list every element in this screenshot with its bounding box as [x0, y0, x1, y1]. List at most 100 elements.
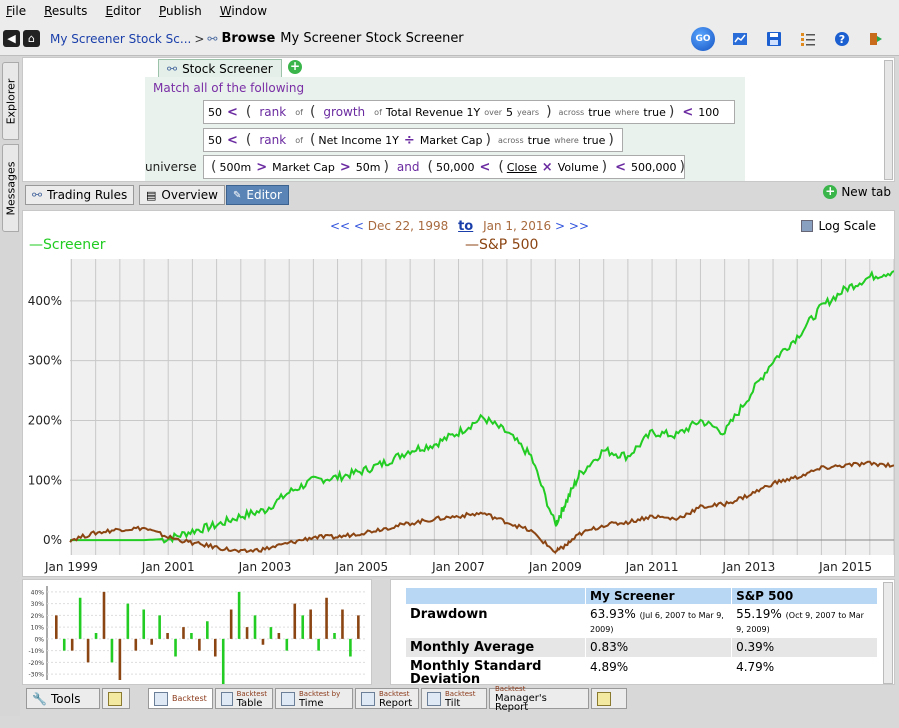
menu-editor[interactable]: Editor: [105, 4, 141, 18]
start-date[interactable]: Dec 22, 1998: [367, 219, 449, 233]
rule-value[interactable]: true: [643, 105, 666, 119]
function-growth[interactable]: growth: [323, 105, 366, 119]
end-date[interactable]: Jan 1, 2016: [483, 219, 552, 233]
tab-editor[interactable]: ✎ Editor: [226, 185, 289, 205]
go-button[interactable]: GO: [691, 27, 715, 51]
log-scale-checkbox[interactable]: [801, 220, 814, 232]
log-scale-label: Log Scale: [818, 219, 876, 233]
stock-screener-tab[interactable]: ⚯ Stock Screener: [158, 59, 282, 77]
tab-backtest-table[interactable]: Backtest Table: [215, 688, 273, 709]
menu-results[interactable]: Results: [44, 4, 88, 18]
tab-ledger[interactable]: [102, 688, 130, 709]
bar: [198, 638, 201, 651]
bar-y-tick-label: -10%: [28, 648, 44, 655]
bar: [333, 633, 336, 639]
tab-managers-report[interactable]: Backtest Manager's Report: [489, 685, 589, 713]
rule-value[interactable]: true: [588, 105, 611, 119]
field-name[interactable]: Total Revenue 1Y: [385, 105, 481, 119]
row-value: 0.83%: [584, 637, 733, 658]
rule-value[interactable]: true: [527, 133, 551, 147]
messages-tab[interactable]: Messages: [2, 144, 19, 232]
keyword: across: [498, 135, 524, 145]
keyword: across: [558, 107, 585, 117]
paren: ): [601, 159, 608, 175]
exit-icon[interactable]: [867, 30, 885, 48]
field-close[interactable]: Close: [506, 160, 537, 174]
paren: (: [245, 132, 252, 148]
next-period-link[interactable]: >: [555, 219, 566, 233]
list-icon[interactable]: [799, 30, 817, 48]
x-tick-label: Jan 2011: [625, 560, 679, 574]
explorer-tab[interactable]: Explorer: [2, 62, 19, 140]
breadcrumb[interactable]: My Screener Stock Sc...: [50, 31, 192, 46]
rule-2[interactable]: 50 < ( rank of ( Net Income 1Y ÷ Market …: [203, 128, 623, 152]
rule-value[interactable]: 100: [698, 105, 720, 119]
x-tick-label: Jan 2013: [721, 560, 775, 574]
tab-trading-rules[interactable]: ⚯ Trading Rules: [25, 185, 135, 205]
menu-window[interactable]: Window: [219, 4, 268, 18]
rule-value[interactable]: true: [582, 133, 606, 147]
back-arrow-icon[interactable]: ◀: [3, 30, 20, 47]
home-icon[interactable]: ⌂: [23, 30, 40, 47]
to-link[interactable]: to: [458, 219, 474, 234]
rule-value[interactable]: 50: [208, 105, 222, 119]
function-rank[interactable]: rank: [259, 133, 287, 147]
rule-value[interactable]: 500,000: [631, 160, 677, 174]
rule-value[interactable]: 50m: [355, 160, 381, 174]
field-name[interactable]: Net Income 1Y: [318, 133, 399, 147]
new-tab-button[interactable]: + New tab: [823, 185, 891, 199]
rule-value[interactable]: 5: [506, 105, 514, 119]
stock-screener-tab-label: Stock Screener: [182, 61, 273, 76]
last-period-link[interactable]: >>: [568, 219, 590, 233]
field-name[interactable]: Market Cap: [272, 160, 335, 174]
keyword: where: [614, 107, 640, 117]
stats-scrollbar[interactable]: [883, 582, 893, 684]
first-period-link[interactable]: <<: [329, 219, 351, 233]
function-rank[interactable]: rank: [259, 105, 287, 119]
menu-file[interactable]: File: [6, 4, 27, 18]
paren: (: [309, 104, 316, 120]
add-tab-icon[interactable]: +: [288, 59, 302, 74]
rule-1[interactable]: 50 < ( rank of ( growth of Total Revenue…: [203, 100, 735, 124]
operator: ÷: [403, 132, 415, 148]
stats-header-screener: My Screener: [584, 587, 733, 605]
bottom-tabs: 🔧 Tools Backtest Backtest Table Backtest …: [22, 685, 899, 713]
overview-icon: ▤: [146, 188, 157, 202]
tab-backtest[interactable]: Backtest: [148, 688, 213, 709]
log-scale-toggle[interactable]: Log Scale: [801, 219, 876, 233]
field-name[interactable]: Market Cap: [419, 133, 483, 147]
match-mode[interactable]: Match all of the following: [153, 81, 305, 95]
paren: (: [427, 159, 433, 175]
keyword: over: [484, 107, 503, 117]
row-value: 4.89%: [584, 657, 733, 684]
editor-scrollbar[interactable]: [884, 60, 893, 180]
stats-header-row: My Screener S&P 500: [405, 587, 878, 605]
tab-backtest-tilt[interactable]: Backtest Tilt: [421, 688, 487, 709]
bar: [253, 615, 257, 639]
rule-value[interactable]: 50: [208, 133, 222, 147]
save-icon[interactable]: [765, 30, 783, 48]
paren: ): [485, 132, 491, 148]
pencil-icon: ✎: [233, 189, 242, 201]
view-tabs: ⚯ Trading Rules ▤ Overview ✎ Editor + Ne…: [22, 183, 895, 208]
bar: [261, 638, 265, 645]
help-icon[interactable]: ?: [833, 30, 851, 48]
menu-publish[interactable]: Publish: [158, 4, 202, 18]
legend-screener-label: Screener: [43, 237, 106, 253]
bars-icon: [281, 691, 295, 706]
tab-backtest-report[interactable]: Backtest Report: [355, 688, 419, 709]
field-name[interactable]: Volume: [557, 160, 599, 174]
stats-header-sp500: S&P 500: [731, 587, 878, 605]
tab-tools[interactable]: 🔧 Tools: [26, 688, 100, 709]
bar-y-tick-label: 20%: [31, 613, 45, 620]
prev-period-link[interactable]: <: [353, 219, 364, 233]
tab-backtest-time[interactable]: Backtest by Time: [275, 688, 353, 709]
bar: [277, 633, 281, 639]
tab-overview[interactable]: ▤ Overview: [139, 185, 225, 205]
x-tick-label: Jan 2001: [141, 560, 195, 574]
rule-value[interactable]: 500m: [219, 160, 252, 174]
tab-ledger-2[interactable]: [591, 688, 627, 709]
rule-value[interactable]: 50,000: [435, 160, 475, 174]
universe-rule[interactable]: ( 500m > Market Cap > 50m ) and ( 50,000…: [203, 155, 685, 179]
chart-icon[interactable]: [731, 30, 749, 48]
